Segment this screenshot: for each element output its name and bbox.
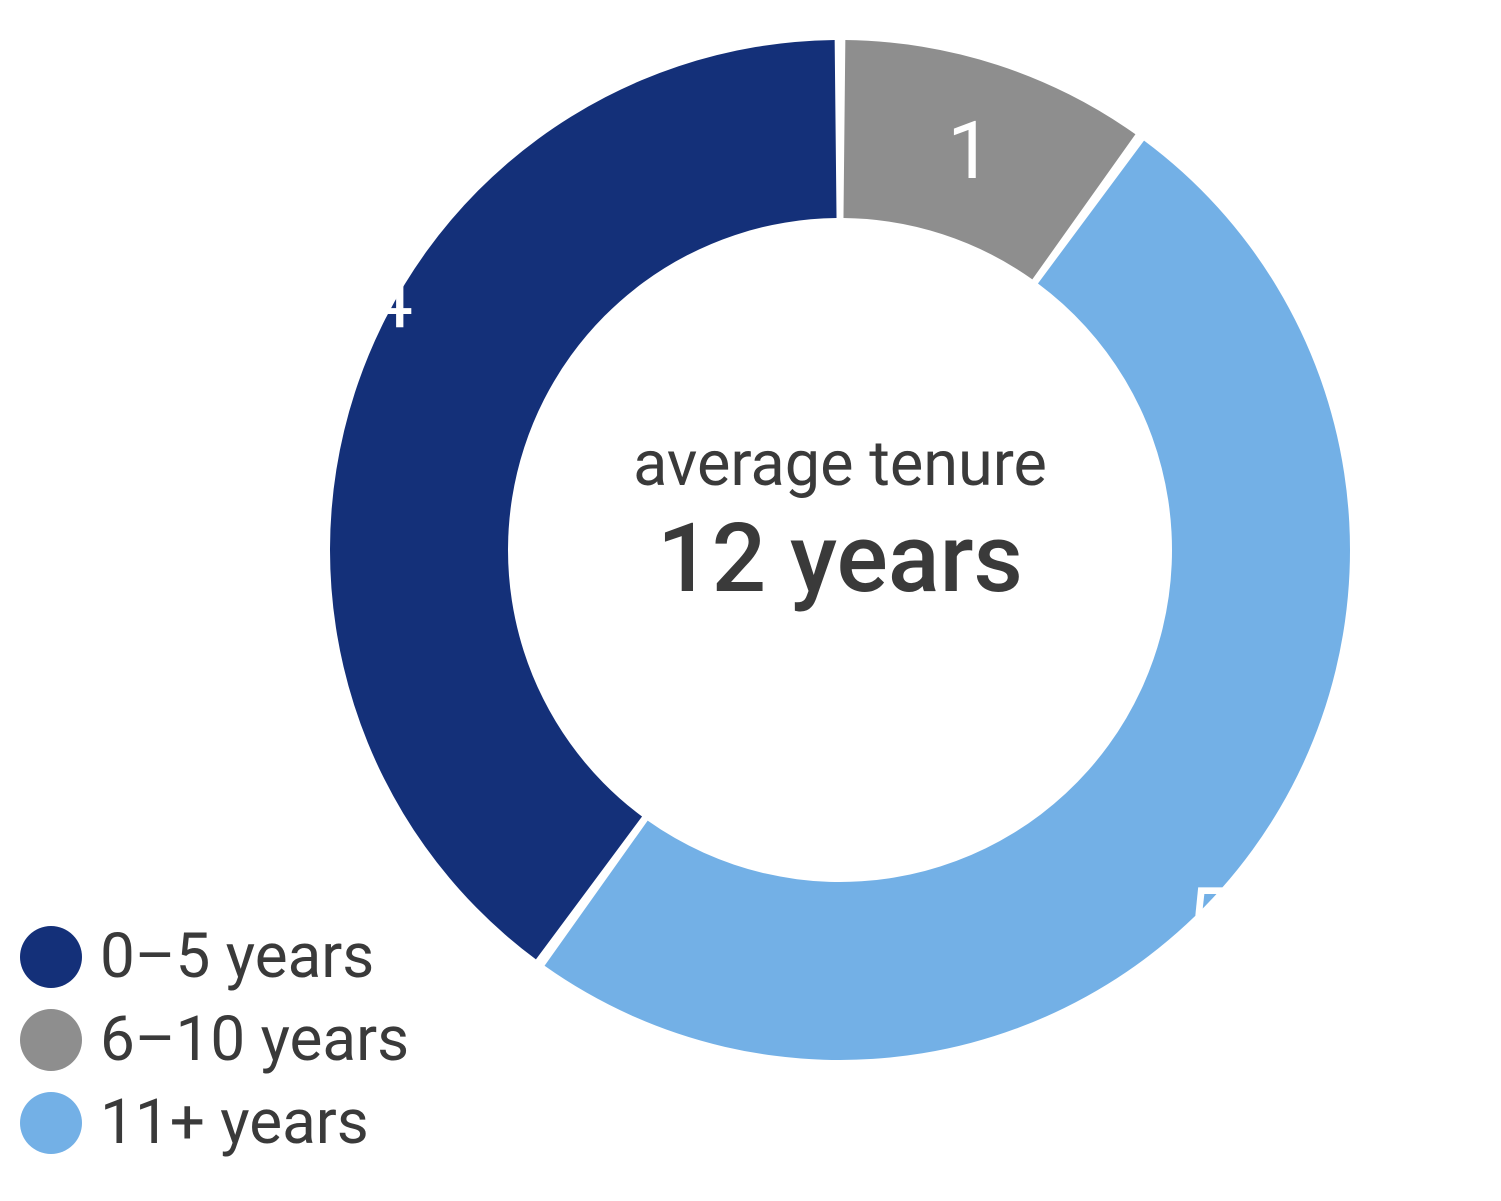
legend-swatch bbox=[20, 1092, 82, 1154]
legend-label: 0–5 years bbox=[100, 920, 374, 993]
donut-slice bbox=[545, 141, 1350, 1060]
legend: 0–5 years 6–10 years 11+ years bbox=[20, 920, 409, 1169]
legend-item: 0–5 years bbox=[20, 920, 409, 993]
legend-swatch bbox=[20, 926, 82, 988]
legend-item: 11+ years bbox=[20, 1086, 409, 1159]
donut-svg bbox=[300, 10, 1380, 1090]
legend-swatch bbox=[20, 1009, 82, 1071]
donut-slice bbox=[330, 40, 837, 959]
legend-label: 11+ years bbox=[100, 1086, 369, 1159]
legend-item: 6–10 years bbox=[20, 1003, 409, 1076]
donut-chart: average tenure 12 years 154 bbox=[300, 10, 1380, 1090]
legend-label: 6–10 years bbox=[100, 1003, 409, 1076]
